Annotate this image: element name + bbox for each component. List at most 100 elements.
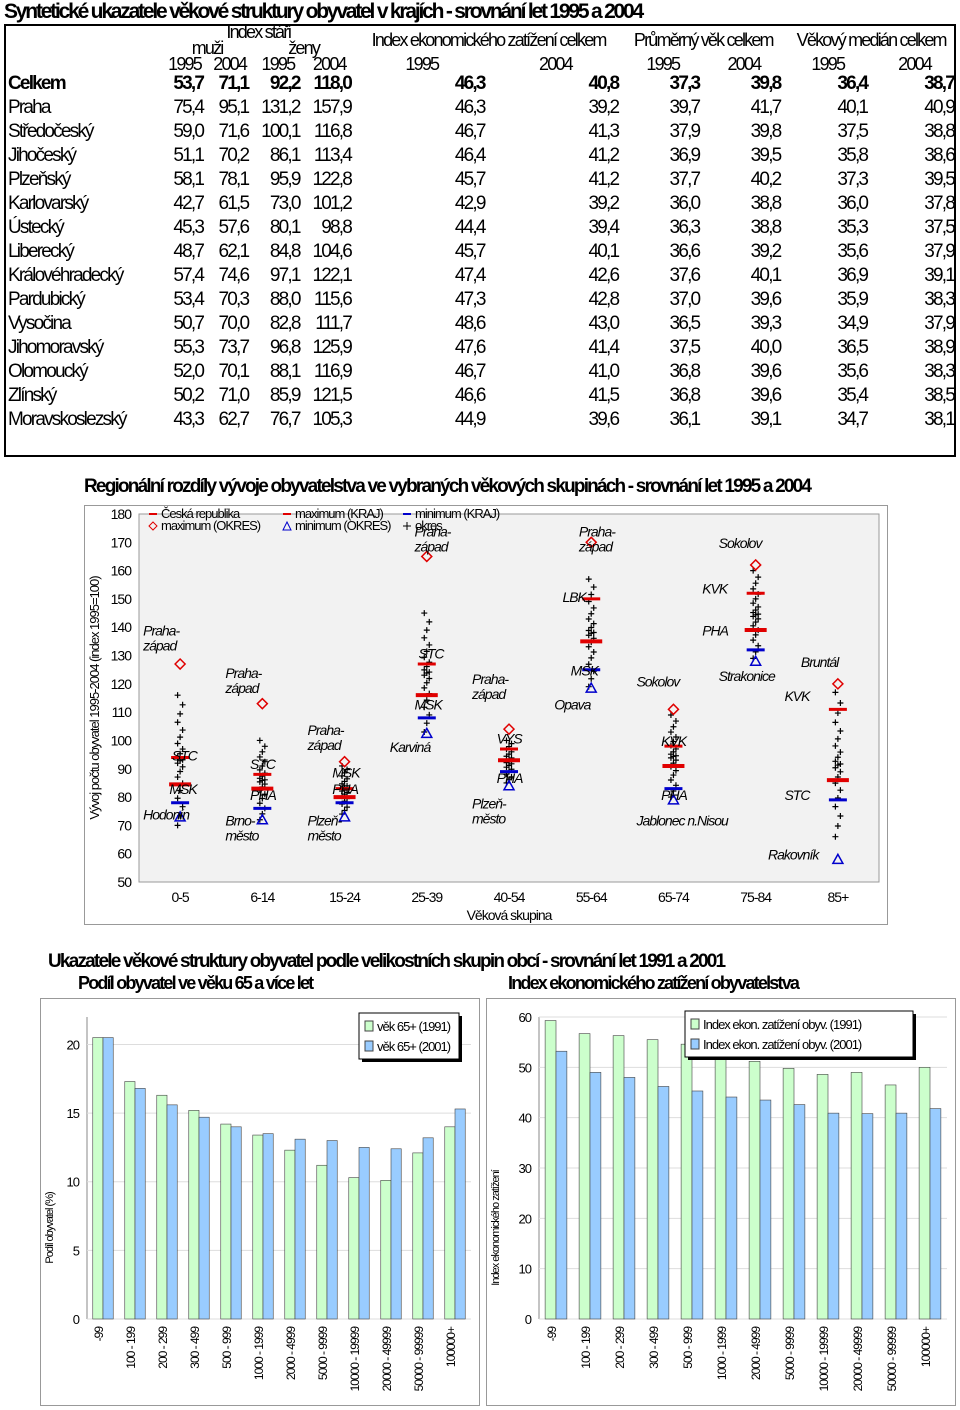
bar-1991 xyxy=(816,1074,829,1320)
x-tick-label: 200 - 299 xyxy=(156,1326,170,1369)
okres-point xyxy=(261,776,268,783)
okres-point xyxy=(179,746,186,753)
table-cell: 37,9 xyxy=(924,241,956,262)
y-tick-label: 20 xyxy=(519,1211,532,1226)
table-cell: 38,7 xyxy=(924,73,956,94)
table-cell: 50,2 xyxy=(173,385,205,406)
y-tick-label: 170 xyxy=(111,534,133,550)
region-name: Celkem xyxy=(8,73,67,94)
annotation-label: PHA xyxy=(332,781,358,797)
table-cell: 53,4 xyxy=(173,289,205,310)
table-cell: 39,1 xyxy=(750,409,783,430)
annotation-label: MSK xyxy=(571,662,600,678)
bar-2001 xyxy=(454,1108,466,1320)
table-cell: 40,1 xyxy=(588,241,620,262)
annotation-label: KVK xyxy=(784,688,811,704)
table-cell: 36,6 xyxy=(669,241,702,262)
region-name: Královéhradecký xyxy=(8,265,124,286)
region-name: Vysočina xyxy=(8,313,72,334)
bar-2001 xyxy=(326,1140,338,1320)
bar-1991 xyxy=(252,1134,264,1320)
table-body: Celkem 53,7 71,1 92,2 118,0 46,3 40,8 37,3 39,8 3… xyxy=(4,72,958,432)
min-okres-mark xyxy=(667,793,680,805)
table-cell: 48,7 xyxy=(173,241,205,262)
table-cell: 104,6 xyxy=(312,241,352,262)
table-cell: 40,0 xyxy=(750,337,783,358)
okres-point xyxy=(421,704,428,711)
bar-2001 xyxy=(102,1037,114,1320)
table-cell: 116,8 xyxy=(313,121,353,142)
bar-2001 xyxy=(166,1104,178,1320)
okres-point xyxy=(421,654,428,661)
okres-point xyxy=(341,769,348,776)
annotation-label: KVK xyxy=(702,580,729,596)
y-tick-label: 80 xyxy=(117,789,132,805)
table-cell: 40,1 xyxy=(750,265,783,286)
year-header: 2004 xyxy=(727,54,762,74)
table-cell: 39,1 xyxy=(924,265,956,286)
okres-point xyxy=(672,752,679,759)
x-tick-label: 100 - 199 xyxy=(579,1326,593,1369)
okres-point xyxy=(179,727,186,734)
region-name: Pardubický xyxy=(8,289,86,310)
annotation-label: Praha-západ xyxy=(413,524,451,555)
bar-1991 xyxy=(284,1149,296,1320)
bar2-title: Index ekonomického zatížení obyvatelstva xyxy=(508,973,800,993)
okres-point xyxy=(179,763,186,770)
table-cell: 40,1 xyxy=(837,97,869,118)
okres-point xyxy=(426,641,433,648)
table-cell: 39,6 xyxy=(588,409,620,430)
okres-point xyxy=(750,622,757,629)
bar-chart-1: 0 5 10 15 20 -99 100 - 199 200 - 299 300 - 499 50… xyxy=(44,1012,471,1391)
region-name: Olomoucký xyxy=(8,361,89,382)
okres-point xyxy=(177,787,184,794)
y-tick-label: 5 xyxy=(73,1243,80,1258)
table-row: Moravskoslezský 43,3 62,7 76,7 105,3 44,9 39,6… xyxy=(4,408,958,432)
max-okres-mark xyxy=(831,677,844,690)
bar-2001 xyxy=(262,1133,274,1320)
year-header: 1995 xyxy=(261,54,297,74)
region-name: Zlínský xyxy=(8,385,57,406)
min-okres-mark xyxy=(256,813,269,825)
y-tick-label: 60 xyxy=(519,1010,532,1025)
table-cell: 36,3 xyxy=(669,217,702,238)
x-tick-label: 50000 - 99999 xyxy=(885,1326,899,1392)
table-row: Olomoucký 52,0 70,1 88,1 116,9 46,7 41,0 36,8 39… xyxy=(4,360,958,384)
annotation-label: LBK xyxy=(562,589,587,605)
okres-point xyxy=(834,710,841,717)
okres-point xyxy=(590,620,597,627)
min-okres-mark xyxy=(831,852,845,865)
table-cell: 35,9 xyxy=(837,289,869,310)
table-cell: 47,4 xyxy=(454,265,487,286)
okres-point xyxy=(261,758,268,765)
table-cell: 116,9 xyxy=(313,361,353,382)
table-cell: 88,0 xyxy=(269,289,302,310)
bar1-title: Podíl obyvatel ve věku 65 a více let xyxy=(78,973,314,993)
max-okres-mark xyxy=(420,550,433,563)
x-tick-label: 500 - 999 xyxy=(681,1326,695,1369)
okres-point xyxy=(585,616,592,623)
table-cell: 95,9 xyxy=(269,169,302,190)
age-structure-table: Index stáří Index ekonomického zatížení … xyxy=(4,23,958,432)
okres-point xyxy=(256,753,263,760)
okres-point xyxy=(423,627,430,634)
okres-point xyxy=(832,803,839,810)
table-cell: 39,8 xyxy=(750,121,783,142)
min-okres-mark xyxy=(502,779,516,791)
header-prumerny-vek: Průměrný věk celkem xyxy=(633,30,775,50)
table-cell: 70,1 xyxy=(218,361,250,382)
table-cell: 37,5 xyxy=(837,121,869,142)
bar-2001 xyxy=(895,1112,908,1320)
legend-label: Česká republika xyxy=(161,506,241,521)
table-cell: 42,9 xyxy=(454,193,487,214)
table-cell: 37,9 xyxy=(924,313,956,334)
table-cell: 38,3 xyxy=(924,289,956,310)
table-row: Praha 75,4 95,1 131,2 157,9 46,3 39,2 39,7 41,7 4… xyxy=(4,96,958,120)
region-name: Jihočeský xyxy=(8,145,77,166)
bar-1991 xyxy=(124,1081,136,1320)
okres-point xyxy=(667,729,674,736)
table-cell: 40,9 xyxy=(924,97,956,118)
table-cell: 46,3 xyxy=(454,97,487,118)
max-okres-mark xyxy=(256,697,269,710)
x-tick-label: 10000 - 19999 xyxy=(817,1326,831,1392)
